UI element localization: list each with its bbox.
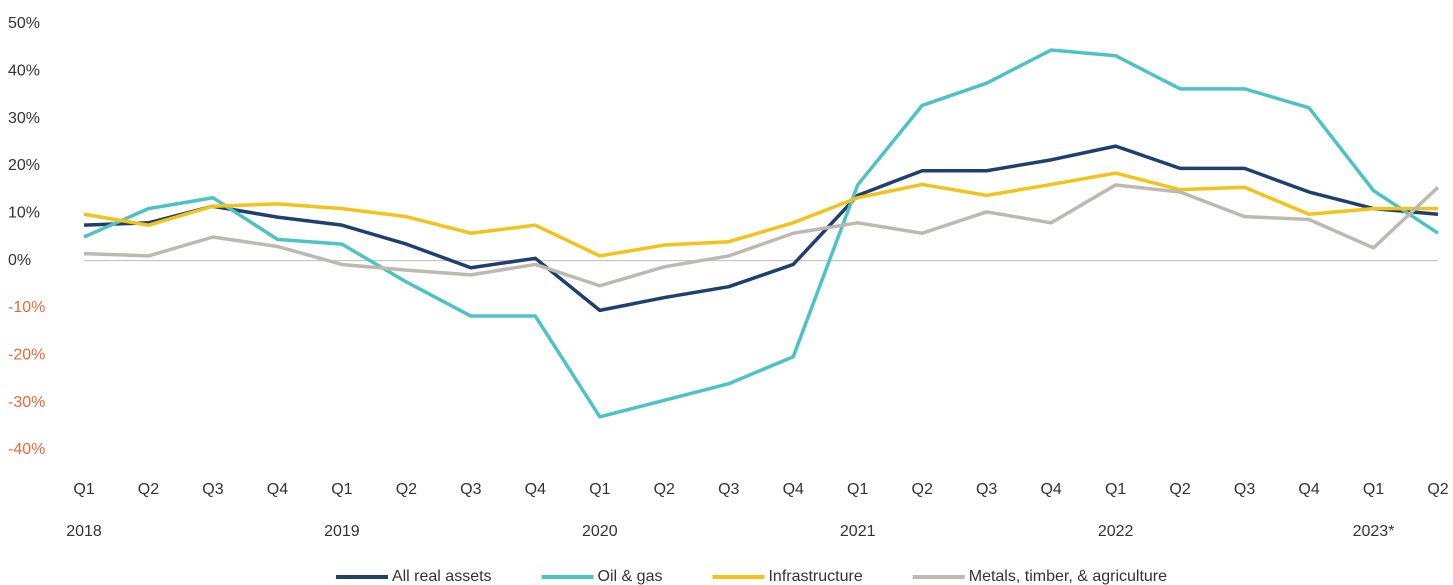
series-line [83, 144, 1439, 313]
y-tick-label: 0% [8, 252, 31, 269]
x-tick-label: Q2 [1169, 481, 1190, 498]
x-tick-label: Q3 [1234, 481, 1255, 498]
y-tick-label: -30% [8, 394, 45, 411]
x-tick-label: Q2 [1427, 481, 1448, 498]
y-tick-label: -10% [8, 299, 45, 316]
series-line [83, 183, 1440, 288]
legend-label: Infrastructure [768, 568, 862, 585]
x-tick-label: Q1 [331, 481, 352, 498]
y-tick-label: -40% [8, 441, 45, 458]
y-tick-label: 20% [8, 157, 40, 174]
legend-label: Oil & gas [598, 568, 663, 585]
year-label: 2018 [66, 523, 102, 540]
legend-label: All real assets [392, 568, 492, 585]
x-tick-label: Q1 [589, 481, 610, 498]
x-tick-label: Q2 [396, 481, 417, 498]
x-tick-label: Q2 [912, 481, 933, 498]
year-label: 2019 [324, 523, 360, 540]
x-tick-label: Q4 [1040, 481, 1061, 498]
x-tick-label: Q1 [847, 481, 868, 498]
y-tick-label: 50% [8, 15, 40, 32]
x-tick-label: Q2 [138, 481, 159, 498]
series-line [83, 171, 1438, 258]
x-tick-label: Q4 [1298, 481, 1319, 498]
x-tick-label: Q1 [1105, 481, 1126, 498]
x-tick-label: Q1 [1363, 481, 1384, 498]
year-label: 2020 [582, 523, 618, 540]
x-tick-label: Q3 [976, 481, 997, 498]
x-tick-label: Q1 [73, 481, 94, 498]
year-label: 2023* [1353, 523, 1395, 540]
x-tick-label: Q3 [718, 481, 739, 498]
x-tick-label: Q4 [525, 481, 546, 498]
x-tick-label: Q2 [654, 481, 675, 498]
y-tick-label: 40% [8, 63, 40, 80]
x-tick-label: Q4 [783, 481, 804, 498]
y-tick-label: -20% [8, 347, 45, 364]
legend-label: Metals, timber, & agriculture [969, 568, 1167, 585]
year-label: 2022 [1098, 523, 1134, 540]
y-tick-label: 30% [8, 110, 40, 127]
x-tick-label: Q4 [267, 481, 288, 498]
year-label: 2021 [840, 523, 876, 540]
x-tick-label: Q3 [202, 481, 223, 498]
series-line [83, 48, 1439, 419]
y-tick-label: 10% [8, 205, 40, 222]
x-tick-label: Q3 [460, 481, 481, 498]
